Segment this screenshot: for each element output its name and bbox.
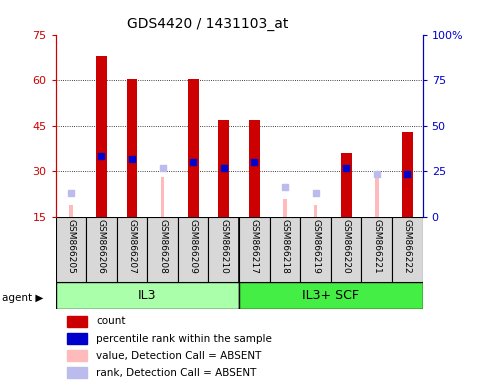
- Bar: [67, 367, 87, 378]
- Text: GSM866206: GSM866206: [97, 219, 106, 274]
- Bar: [270, 217, 300, 282]
- Text: percentile rank within the sample: percentile rank within the sample: [96, 334, 272, 344]
- Bar: [127, 79, 137, 217]
- Text: GSM866210: GSM866210: [219, 219, 228, 274]
- Bar: [117, 217, 147, 282]
- Bar: [361, 217, 392, 282]
- Text: GSM866221: GSM866221: [372, 219, 381, 274]
- Bar: [392, 217, 423, 282]
- Bar: [239, 282, 423, 309]
- Text: IL3: IL3: [138, 289, 156, 302]
- Bar: [249, 120, 260, 217]
- Bar: [402, 132, 412, 217]
- Text: GSM866222: GSM866222: [403, 219, 412, 273]
- Point: [128, 156, 136, 162]
- Bar: [283, 199, 287, 217]
- Text: count: count: [96, 316, 126, 326]
- Bar: [67, 350, 87, 361]
- Bar: [209, 217, 239, 282]
- Bar: [67, 316, 87, 327]
- Text: GSM866220: GSM866220: [341, 219, 351, 274]
- Text: rank, Detection Call = ABSENT: rank, Detection Call = ABSENT: [96, 367, 256, 377]
- Bar: [178, 217, 209, 282]
- Bar: [56, 217, 86, 282]
- Bar: [331, 217, 361, 282]
- Point: [373, 171, 381, 177]
- Text: GSM866218: GSM866218: [281, 219, 289, 274]
- Point: [159, 165, 167, 171]
- Point: [189, 159, 197, 166]
- Bar: [341, 153, 352, 217]
- Text: GSM866205: GSM866205: [66, 219, 75, 274]
- Bar: [300, 217, 331, 282]
- Text: GSM866209: GSM866209: [189, 219, 198, 274]
- Point: [67, 190, 75, 196]
- Bar: [161, 177, 164, 217]
- Bar: [147, 217, 178, 282]
- Point: [403, 171, 411, 177]
- Text: agent ▶: agent ▶: [2, 293, 44, 303]
- Point: [281, 184, 289, 190]
- Bar: [67, 333, 87, 344]
- Point: [342, 165, 350, 171]
- Bar: [218, 120, 229, 217]
- Bar: [375, 177, 379, 217]
- Text: GSM866208: GSM866208: [158, 219, 167, 274]
- Point: [251, 159, 258, 166]
- Bar: [56, 282, 239, 309]
- Bar: [86, 217, 117, 282]
- Point: [220, 165, 227, 171]
- Point: [98, 153, 105, 159]
- Bar: [69, 205, 72, 217]
- Text: IL3+ SCF: IL3+ SCF: [302, 289, 359, 302]
- Bar: [188, 79, 199, 217]
- Point: [312, 190, 319, 196]
- Text: value, Detection Call = ABSENT: value, Detection Call = ABSENT: [96, 351, 261, 361]
- Bar: [96, 56, 107, 217]
- Text: GDS4420 / 1431103_at: GDS4420 / 1431103_at: [127, 17, 288, 31]
- Bar: [314, 205, 317, 217]
- Bar: [239, 217, 270, 282]
- Text: GSM866219: GSM866219: [311, 219, 320, 274]
- Text: GSM866207: GSM866207: [128, 219, 137, 274]
- Text: GSM866217: GSM866217: [250, 219, 259, 274]
